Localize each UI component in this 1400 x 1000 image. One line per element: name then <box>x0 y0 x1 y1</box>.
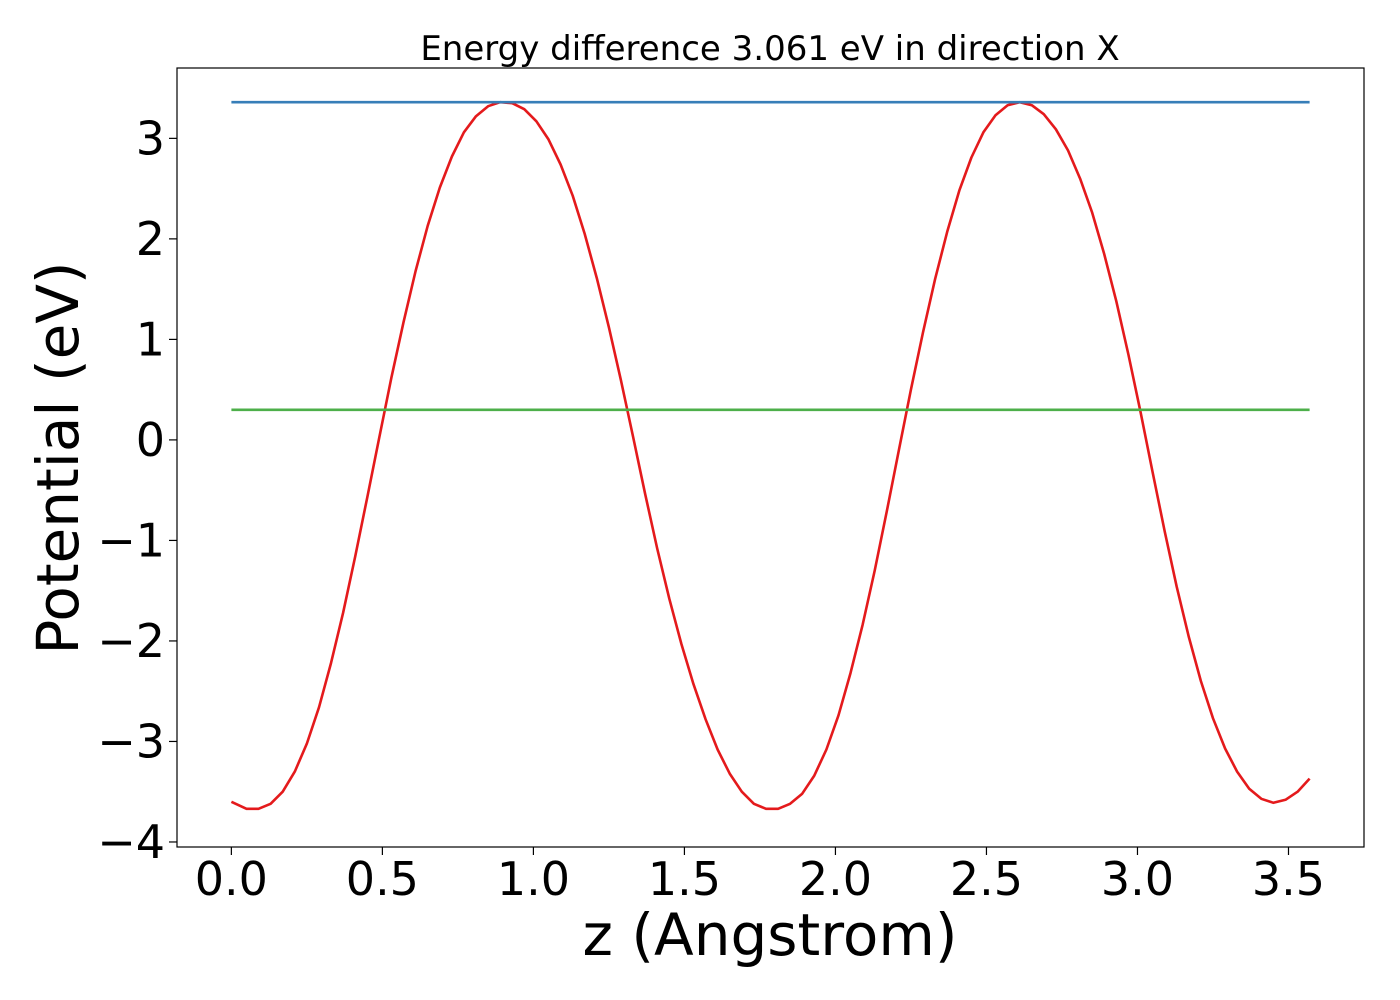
y-axis-title: Potential (eV) <box>24 261 92 654</box>
plot-frame <box>176 67 1365 848</box>
series-line-0 <box>230 100 1311 811</box>
y-tick-label: −4 <box>97 815 165 869</box>
x-tick-label: 3.5 <box>1252 852 1325 906</box>
x-tick-label: 2.5 <box>950 852 1023 906</box>
y-tick-label: −2 <box>97 614 165 668</box>
y-tick-label: 2 <box>136 212 165 266</box>
y-tick-label: 0 <box>136 413 165 467</box>
x-tick-label: 0.5 <box>346 852 419 906</box>
x-tick-label: 2.0 <box>799 852 872 906</box>
y-tick-label: −1 <box>97 513 165 567</box>
plot-area <box>230 100 1311 811</box>
x-axis-title: z (Angstrom) <box>583 901 958 969</box>
x-axis: 0.0 0.5 1.0 1.5 2.0 2.5 3.0 3.5 <box>195 847 1325 906</box>
y-axis: −4 −3 −2 −1 0 1 2 3 <box>97 111 177 869</box>
x-tick-label: 1.5 <box>648 852 721 906</box>
y-tick-label: −3 <box>97 714 165 768</box>
y-tick-label: 3 <box>136 111 165 165</box>
chart-title: Energy difference 3.061 eV in direction … <box>420 29 1119 69</box>
x-tick-label: 3.0 <box>1101 852 1174 906</box>
y-tick-label: 1 <box>136 312 165 366</box>
x-tick-label: 1.0 <box>497 852 570 906</box>
x-tick-label: 0.0 <box>195 852 268 906</box>
